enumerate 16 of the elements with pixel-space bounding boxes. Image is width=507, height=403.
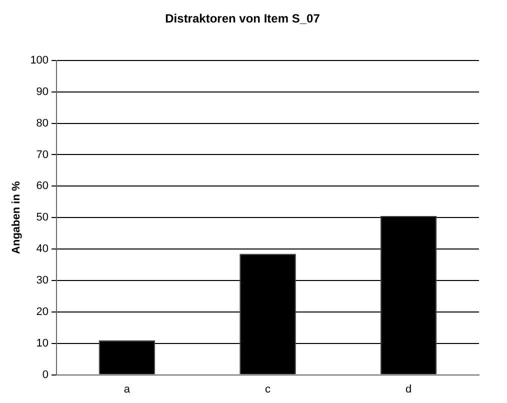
y-tick-label: 40 [36, 243, 49, 256]
y-tick-label: 0 [42, 368, 49, 381]
y-tick-label: 10 [36, 337, 49, 350]
x-tick-label: d [406, 383, 412, 396]
y-axis-title: Angaben in % [10, 181, 23, 254]
y-tick-label: 60 [36, 180, 49, 192]
y-tick-label: 90 [36, 86, 49, 98]
x-tick-label: c [265, 383, 272, 396]
y-tick-label: 70 [36, 148, 49, 161]
y-tick-label: 100 [30, 54, 49, 66]
chart-title: Distraktoren von Item S_07 [165, 12, 320, 26]
x-tick-label: a [124, 383, 131, 396]
y-tick-label: 50 [36, 212, 49, 224]
y-tick-label: 20 [36, 306, 49, 318]
y-tick-label: 80 [36, 117, 49, 130]
y-tick-label: 30 [36, 274, 49, 287]
